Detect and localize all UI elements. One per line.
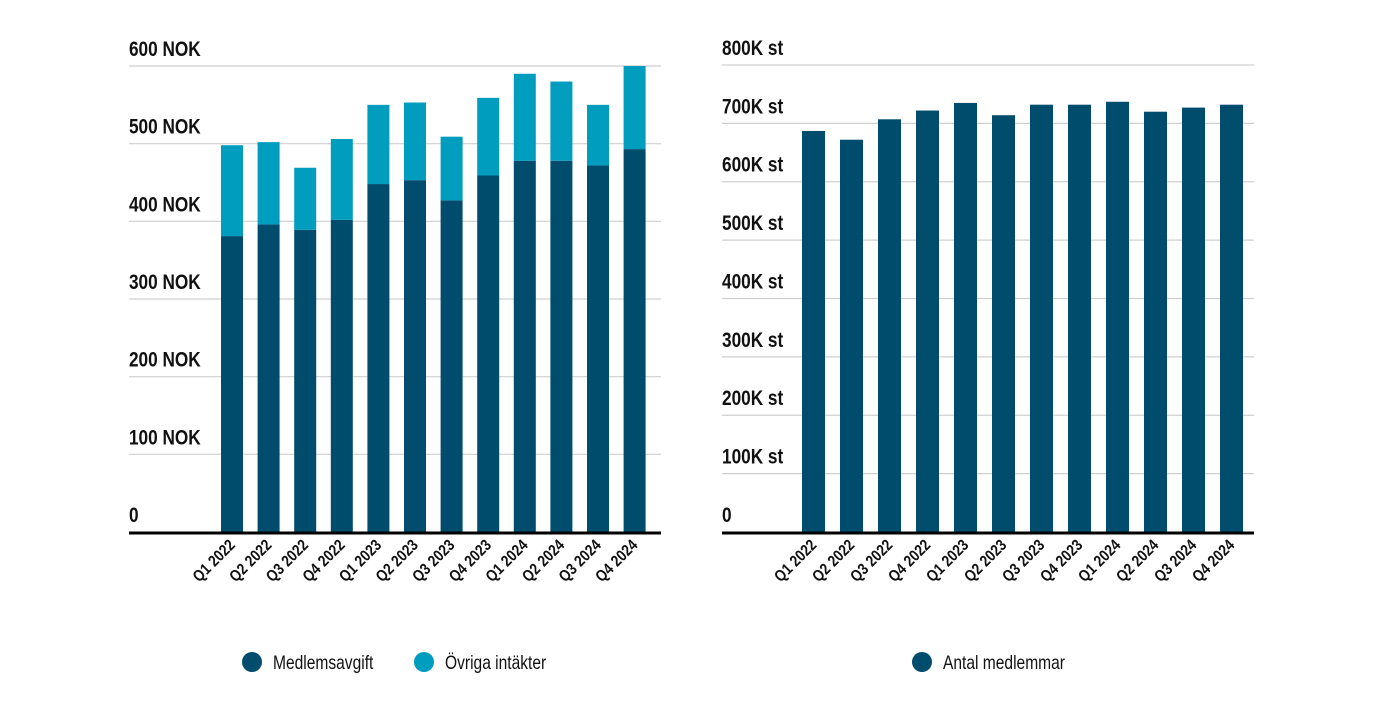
revenue-chart: 0 100 NOK 200 NOK 300 NOK 400 NOK 500 NOK 600 … [129, 39, 661, 674]
bar-medlemsavgift-q3-2022 [294, 229, 317, 533]
bar--vriga-int-kter-q1-2024 [513, 73, 536, 161]
bar-antal-medlemmar-q2-2022 [840, 139, 863, 532]
bar-antal-medlemmar-q2-2024 [1144, 111, 1167, 532]
bar-antal-medlemmar-q3-2024 [1182, 107, 1205, 533]
y-tick-label: 700K st [722, 96, 784, 119]
legend-label: Antal medlemmar [943, 652, 1065, 674]
bar--vriga-int-kter-q4-2024 [623, 66, 646, 150]
y-tick-label: 300K st [722, 329, 784, 352]
bar-medlemsavgift-q1-2024 [513, 160, 536, 532]
bar-medlemsavgift-q1-2023 [367, 184, 390, 532]
y-tick-label: 400 NOK [129, 194, 201, 217]
members-chart: 0 100K st 200K st 300K st 400K st 500K st 600K… [722, 38, 1254, 674]
y-tick-label: 0 [722, 505, 732, 528]
bar--vriga-int-kter-q1-2022 [221, 145, 243, 237]
bar-antal-medlemmar-q2-2023 [992, 115, 1015, 532]
y-tick-label: 400K st [722, 271, 784, 294]
bar--vriga-int-kter-q3-2022 [294, 167, 317, 230]
bar--vriga-int-kter-q3-2024 [587, 104, 609, 166]
y-tick-label: 500 NOK [129, 116, 201, 139]
bar-medlemsavgift-q4-2023 [477, 175, 500, 532]
legend-label: Medlemsavgift [273, 652, 374, 674]
legend-swatch-icon [242, 652, 262, 672]
bar-medlemsavgift-q2-2023 [404, 180, 426, 533]
legend-swatch-icon [912, 652, 932, 672]
bar-medlemsavgift-q2-2024 [550, 160, 573, 532]
bar-medlemsavgift-q2-2022 [257, 224, 280, 532]
bar--vriga-int-kter-q1-2023 [367, 104, 390, 185]
bar--vriga-int-kter-q4-2023 [477, 97, 500, 176]
y-tick-label: 600K st [722, 154, 784, 177]
x-tick-label: Q4 2024 [1190, 536, 1240, 586]
bar--vriga-int-kter-q2-2022 [257, 142, 280, 225]
y-tick-label: 100K st [722, 446, 784, 469]
bar-medlemsavgift-q3-2023 [440, 200, 463, 532]
bar-antal-medlemmar-q4-2022 [916, 110, 939, 532]
y-tick-label: 300 NOK [129, 272, 201, 295]
bar-antal-medlemmar-q4-2024 [1220, 104, 1243, 532]
bar-antal-medlemmar-q4-2023 [1068, 104, 1091, 532]
bar-antal-medlemmar-q1-2024 [1106, 101, 1129, 533]
y-tick-label: 0 [129, 505, 139, 528]
legend-label: Övriga intäkter [445, 652, 546, 674]
y-tick-label: 600 NOK [129, 39, 201, 62]
bar--vriga-int-kter-q2-2023 [404, 102, 426, 181]
bar-antal-medlemmar-q1-2023 [954, 102, 977, 532]
bar-antal-medlemmar-q3-2022 [878, 119, 901, 532]
y-tick-label: 200K st [722, 388, 784, 411]
bar-medlemsavgift-q4-2022 [330, 219, 353, 532]
bar--vriga-int-kter-q2-2024 [550, 81, 573, 161]
bar-antal-medlemmar-q3-2023 [1030, 104, 1053, 532]
legend-swatch-icon [414, 652, 434, 672]
bar--vriga-int-kter-q3-2023 [440, 136, 463, 201]
y-tick-label: 500K st [722, 213, 784, 236]
y-tick-label: 800K st [722, 38, 784, 61]
bar-medlemsavgift-q4-2024 [623, 149, 646, 532]
bar-medlemsavgift-q1-2022 [221, 236, 243, 532]
x-tick-label: Q4 2024 [593, 536, 643, 586]
bar-medlemsavgift-q3-2024 [587, 165, 609, 532]
bar--vriga-int-kter-q4-2022 [330, 139, 353, 220]
y-tick-label: 200 NOK [129, 349, 201, 372]
bar-antal-medlemmar-q1-2022 [802, 130, 825, 532]
y-tick-label: 100 NOK [129, 427, 201, 450]
